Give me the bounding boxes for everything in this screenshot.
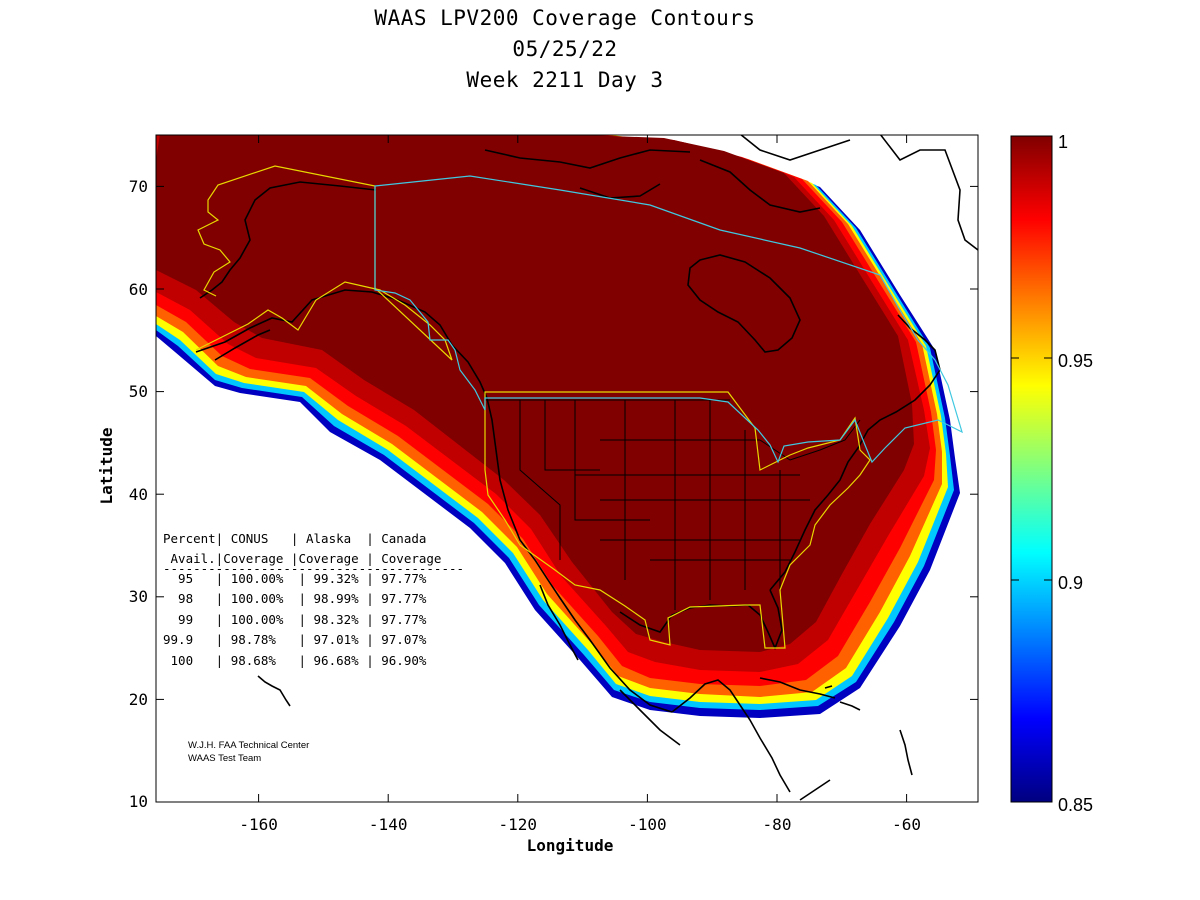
x-tick-label: -100 — [628, 815, 667, 834]
colorbar-tick-label: 0.9 — [1058, 573, 1083, 593]
x-tick-label: -140 — [369, 815, 408, 834]
table-row: 99.9 | 98.78% | 97.01% | 97.07% — [163, 632, 427, 647]
title-line-1: WAAS LPV200 Coverage Contours — [374, 6, 756, 30]
title-line-3: Week 2211 Day 3 — [466, 68, 664, 92]
table-row: 100 | 98.68% | 96.68% | 96.90% — [163, 653, 427, 668]
colorbar — [1010, 135, 1053, 803]
y-tick-label: 10 — [129, 792, 148, 811]
y-tick-label: 20 — [129, 690, 148, 709]
coverage-contours — [156, 135, 960, 718]
x-tick-label: -120 — [499, 815, 538, 834]
y-tick-label: 70 — [129, 177, 148, 196]
y-tick-label: 50 — [129, 382, 148, 401]
table-header-1: Percent| CONUS | Alaska | Canada — [163, 531, 426, 546]
x-tick-label: -60 — [892, 815, 921, 834]
x-axis-label: Longitude — [527, 836, 614, 855]
plot-frame — [155, 134, 979, 803]
credit-line-1: W.J.H. FAA Technical Center — [188, 740, 309, 751]
conus-outline — [484, 391, 871, 649]
region-outlines — [195, 165, 963, 649]
x-tick-label: -160 — [239, 815, 278, 834]
coverage-table: Percent| CONUS | Alaska | Canada Avail.|… — [163, 531, 464, 668]
state-borders — [485, 399, 861, 610]
credit-line-2: WAAS Test Team — [188, 753, 261, 764]
table-rule: ---------------------------------------- — [163, 561, 464, 576]
axis-ticks — [156, 135, 978, 802]
coastlines — [195, 135, 978, 801]
colorbar-tick-label: 0.85 — [1058, 795, 1093, 815]
table-header-2: Avail.|Coverage |Coverage | Coverage — [163, 551, 441, 566]
canada-outline — [374, 175, 963, 464]
x-tick-label: -80 — [763, 815, 792, 834]
table-row: 99 | 100.00% | 98.32% | 97.77% — [163, 612, 427, 627]
table-row: 98 | 100.00% | 98.99% | 97.77% — [163, 591, 427, 606]
y-tick-label: 40 — [129, 485, 148, 504]
contour-100 — [156, 135, 914, 652]
colorbar-ticks — [1011, 357, 1052, 581]
y-tick-label: 60 — [129, 280, 148, 299]
y-axis-label: Latitude — [97, 427, 116, 504]
title-line-2: 05/25/22 — [512, 37, 618, 61]
colorbar-tick-label: 0.95 — [1058, 351, 1093, 371]
y-tick-label: 30 — [129, 587, 148, 606]
table-row: 95 | 100.00% | 99.32% | 97.77% — [163, 571, 427, 586]
colorbar-tick-label: 1 — [1058, 132, 1068, 152]
